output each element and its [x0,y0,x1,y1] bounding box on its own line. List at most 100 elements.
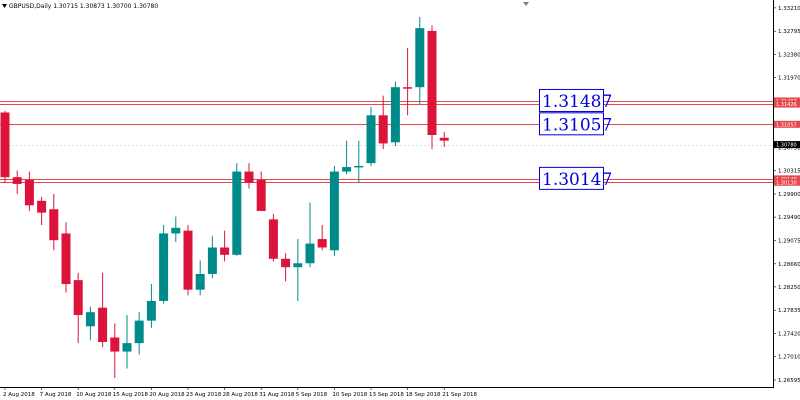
candle-14 [171,216,181,242]
x-tick-label: 23 Aug 2018 [186,392,222,398]
candle-11 [134,312,144,355]
candle-body [329,171,339,251]
x-tick-label: 13 Sep 2018 [369,392,404,398]
price-label-bg [774,120,800,128]
candle-31 [378,95,388,150]
x-tick-label: 5 Sep 2018 [296,392,328,398]
price-label-1: 1.31426 [774,100,800,108]
candle-36 [439,132,449,147]
x-tick-label: 7 Aug 2018 [40,392,72,398]
candle-body [24,180,34,206]
candle-8 [98,272,108,348]
candle-body [12,177,22,184]
candle-body [122,343,132,352]
collapse-arrow-icon[interactable] [2,4,7,8]
candle-body [159,233,169,301]
candle-body [244,171,254,183]
candle-body [390,87,400,143]
candle-5 [61,222,71,293]
y-tick-label: 1.29075 [778,238,800,244]
candle-body [281,258,291,268]
candle-18 [220,230,230,262]
y-tick-label: 1.28250 [778,285,800,291]
y-tick-label: 1.29490 [778,215,800,221]
candle-1 [12,170,22,195]
candle-35 [427,25,437,150]
candle-23 [281,253,291,282]
candle-body [305,243,315,264]
candle-13 [159,225,169,304]
price-label-bg [774,178,800,186]
candle-19 [232,163,242,256]
candle-body [232,171,242,255]
candle-body [293,263,303,268]
level-callout-0: 1.31487 [539,88,612,112]
y-tick-label: 1.27420 [778,332,800,338]
candle-25 [305,202,315,268]
y-tick-label: 1.32380 [778,53,800,59]
candle-body [427,30,437,135]
y-tick-label: 1.27835 [778,308,800,314]
price-label-4: 1.30130 [774,178,800,186]
x-tick-label: 21 Sep 2018 [442,392,477,398]
candle-body [146,300,156,321]
y-tick-label: 1.26595 [778,378,800,384]
level-callout-text: 1.31487 [542,92,612,112]
candle-body [171,227,181,234]
x-tick-label: 18 Sep 2018 [406,392,441,398]
candle-body [195,273,205,290]
price-label-2: 1.31057 [774,120,800,128]
candle-body [256,180,266,211]
y-tick-label: 1.31970 [778,76,800,82]
level-callout-box [539,88,604,112]
y-tick-label: 1.29900 [778,192,800,198]
chart-title: GBPUSD,Daily 1.30715 1.30873 1.30700 1.3… [9,3,158,10]
candle-6 [73,272,83,344]
price-label-text: 1.31057 [776,122,797,128]
shift-marker-icon[interactable] [523,2,529,6]
candle-body [134,320,144,344]
current-price-label: 1.30780 [774,141,800,149]
level-callout-1: 1.31057 [539,112,612,136]
candle-12 [146,284,156,328]
candle-7 [85,306,95,341]
candle-10 [122,315,132,369]
x-tick-label: 15 Aug 2018 [113,392,149,398]
y-tick-label: 1.32795 [778,29,800,35]
candle-22 [268,213,278,262]
candle-body [49,209,59,241]
x-tick-label: 10 Aug 2018 [76,392,112,398]
x-tick-label: 31 Aug 2018 [259,392,295,398]
candle-3 [37,196,47,225]
candle-20 [244,163,254,189]
candle-body [342,167,352,172]
candle-33 [403,47,413,116]
y-tick-label: 1.27010 [778,355,800,361]
x-tick-label: 20 Aug 2018 [149,392,185,398]
candle-26 [317,225,327,251]
candle-body [0,112,10,178]
candle-body [85,312,95,327]
candle-body [207,247,217,274]
candle-17 [207,236,217,279]
candle-body [268,219,278,259]
candle-34 [415,16,425,105]
candle-body [220,247,230,255]
level-callout-text: 1.31057 [542,115,612,135]
level-callout-2: 1.30147 [539,166,612,190]
candle-2 [24,171,34,211]
level-callout-text: 1.30147 [542,170,612,190]
candle-15 [183,225,193,296]
candle-16 [195,260,205,296]
candle-body [415,28,425,88]
y-tick-label: 1.30730 [778,145,800,151]
candle-30 [366,106,376,166]
candle-body [317,239,327,248]
candle-32 [390,81,400,147]
candle-body [378,115,388,144]
candle-27 [329,165,339,256]
candle-4 [49,194,59,251]
level-callout-box [539,112,604,136]
